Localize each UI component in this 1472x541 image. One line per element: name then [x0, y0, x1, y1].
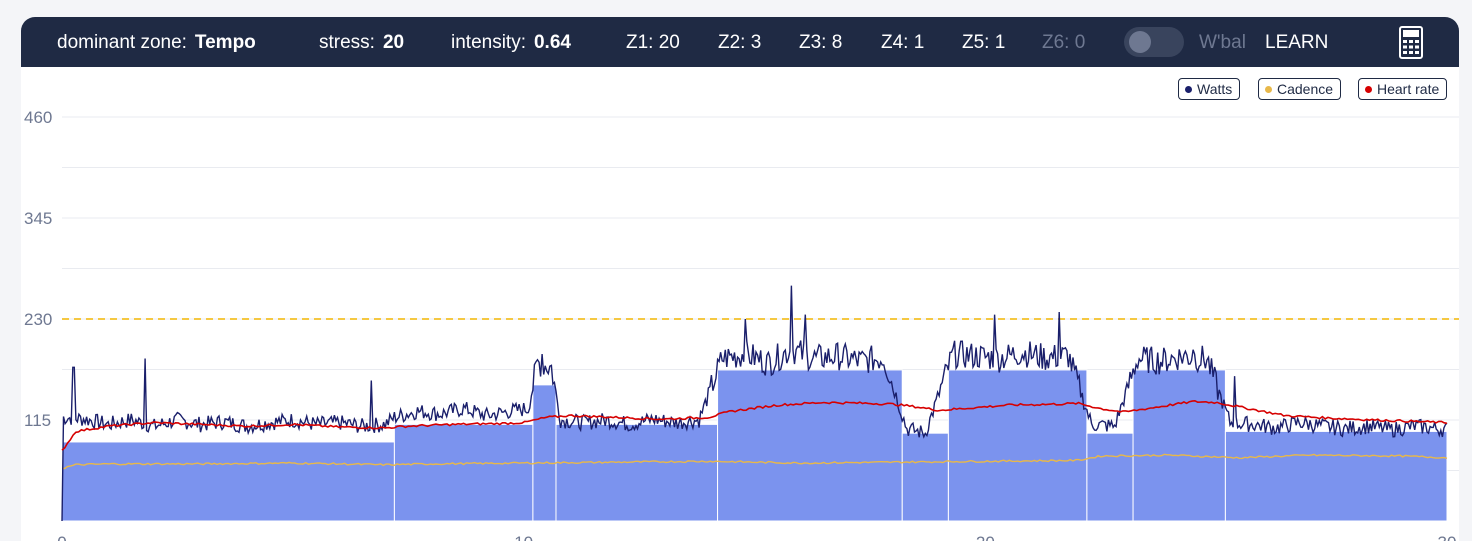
workout-summary-bar: dominant zone: Tempo stress: 20 intensity:… — [21, 17, 1459, 67]
target-block — [1132, 369, 1226, 522]
intensity: intensity: 0.64 — [451, 32, 571, 54]
learn-button[interactable]: LEARN — [1265, 32, 1329, 53]
legend-watts-label: Watts — [1197, 81, 1233, 97]
legend-watts-dot — [1185, 86, 1192, 93]
legend-watts[interactable]: Watts — [1178, 78, 1241, 100]
y-tick-label: 345 — [24, 209, 52, 228]
target-block — [717, 369, 903, 522]
y-tick-label: 460 — [24, 108, 52, 127]
legend-heart-rate-dot — [1365, 86, 1372, 93]
heart-rate-line — [61, 399, 1448, 451]
zone-z6: Z6: 0 — [1042, 32, 1086, 53]
zone-z1: Z1: 20 — [626, 32, 680, 53]
dominant-zone-label: dominant zone: — [57, 32, 187, 53]
y-tick-label: 115 — [24, 411, 51, 430]
x-tick-label: 30 — [1438, 533, 1457, 541]
target-block — [61, 441, 395, 522]
target-block — [1086, 432, 1134, 522]
zone-z5: Z5: 1 — [962, 32, 1006, 53]
target-block — [1224, 430, 1448, 522]
x-tick-label: 0 — [57, 533, 66, 541]
x-tick-label: 20 — [976, 533, 995, 541]
wbal-toggle[interactable] — [1124, 27, 1184, 57]
power-chart[interactable]: 115 230 345 460 0 10 20 30 — [21, 67, 1459, 541]
legend-heart-rate[interactable]: Heart rate — [1358, 78, 1448, 100]
legend-cadence[interactable]: Cadence — [1258, 78, 1342, 100]
stress: stress: 20 — [319, 32, 404, 54]
toggle-knob — [1129, 31, 1151, 53]
x-tick-label: 10 — [514, 533, 533, 541]
target-block — [901, 432, 949, 522]
target-block — [532, 384, 557, 522]
calculator-icon[interactable] — [1399, 26, 1423, 59]
stress-value: 20 — [382, 32, 405, 53]
zone-z3: Z3: 8 — [799, 32, 843, 53]
intensity-value: 0.64 — [533, 32, 571, 53]
legend-heart-rate-label: Heart rate — [1377, 81, 1440, 97]
target-block — [555, 423, 719, 522]
chart-area: 115 230 345 460 0 10 20 30 Watts Cadence Heart… — [21, 67, 1459, 541]
wbal-label: W'bal — [1199, 32, 1246, 53]
zone-z2: Z2: 3 — [718, 32, 762, 53]
legend-cadence-dot — [1265, 86, 1272, 93]
watts-line — [61, 285, 1448, 522]
legend-cadence-label: Cadence — [1277, 81, 1334, 97]
target-block — [393, 423, 534, 522]
stress-label: stress: — [319, 32, 375, 53]
y-tick-label: 230 — [24, 310, 52, 329]
intensity-label: intensity: — [451, 32, 526, 53]
zone-z4: Z4: 1 — [881, 32, 925, 53]
cadence-line — [61, 453, 1448, 470]
dominant-zone: dominant zone: Tempo — [57, 32, 256, 54]
dominant-zone-value: Tempo — [194, 32, 256, 53]
target-block — [947, 369, 1088, 522]
